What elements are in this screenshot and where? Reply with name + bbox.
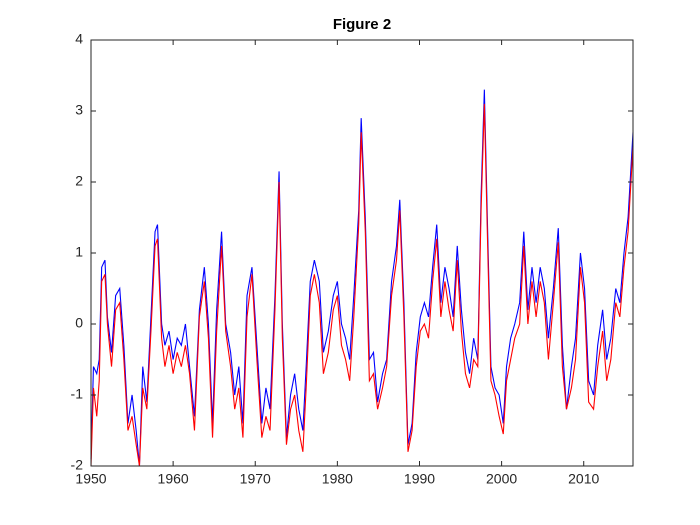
x-tick-label: 2010: [568, 471, 599, 487]
y-tick-label: 1: [75, 244, 83, 260]
x-tick-label: 1960: [158, 471, 189, 487]
x-tick-label: 1950: [75, 471, 106, 487]
x-tick-label: 1970: [240, 471, 271, 487]
y-tick-label: 0: [75, 315, 83, 331]
y-tick-label: -2: [71, 457, 84, 473]
axes-box: [90, 39, 634, 467]
y-tick-label: 2: [75, 173, 83, 189]
data-line: [90, 103, 634, 467]
y-tick-label: -1: [71, 386, 84, 402]
y-tick-label: 4: [75, 31, 83, 47]
x-tick-label: 1990: [404, 471, 435, 487]
chart-title: Figure 2: [333, 16, 391, 33]
y-tick-label: 3: [75, 102, 83, 118]
x-tick-label: 1980: [322, 471, 353, 487]
x-tick-label: 2000: [486, 471, 517, 487]
plot-area: [91, 40, 633, 466]
